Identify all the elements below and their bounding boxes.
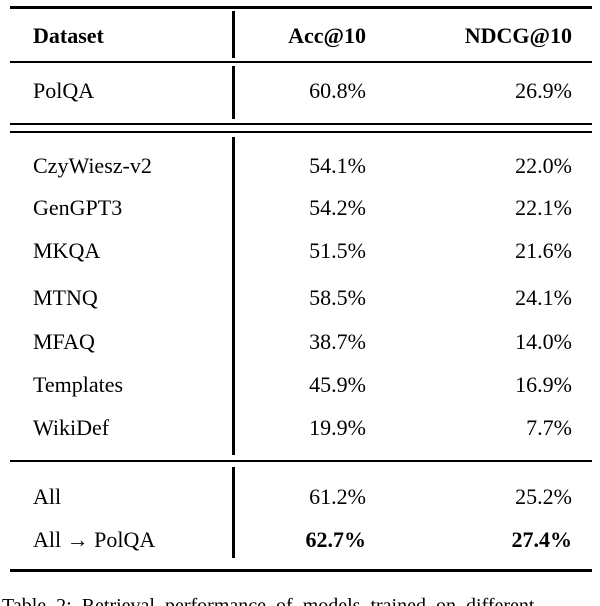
table-row: All 61.2% 25.2% bbox=[0, 481, 600, 513]
ndcg-value: 21.6% bbox=[515, 238, 572, 263]
bottom-rule bbox=[10, 569, 592, 572]
acc-value: 61.2% bbox=[309, 484, 366, 509]
table-row: MFAQ 38.7% 14.0% bbox=[0, 326, 600, 358]
ndcg-value: 24.1% bbox=[515, 285, 572, 310]
table-header-row: Dataset Acc@10 NDCG@10 bbox=[0, 20, 600, 52]
ndcg-value: 7.7% bbox=[526, 415, 572, 440]
ndcg-value: 27.4% bbox=[511, 527, 573, 552]
table-row: MKQA 51.5% 21.6% bbox=[0, 235, 600, 267]
dataset-name: All → PolQA bbox=[33, 527, 156, 552]
table-row: CzyWiesz-v2 54.1% 22.0% bbox=[0, 150, 600, 182]
acc-value: 60.8% bbox=[309, 78, 366, 103]
dataset-name: CzyWiesz-v2 bbox=[33, 153, 152, 178]
table-row: MTNQ 58.5% 24.1% bbox=[0, 282, 600, 314]
summary-rule bbox=[10, 460, 592, 462]
header-dataset: Dataset bbox=[33, 23, 104, 48]
ndcg-value: 14.0% bbox=[515, 329, 572, 354]
header-ndcg: NDCG@10 bbox=[464, 23, 572, 48]
table-row: WikiDef 19.9% 7.7% bbox=[0, 412, 600, 444]
ndcg-value: 16.9% bbox=[515, 372, 572, 397]
table-row: Templates 45.9% 16.9% bbox=[0, 369, 600, 401]
dataset-name: GenGPT3 bbox=[33, 195, 123, 220]
dataset-name: MTNQ bbox=[33, 285, 98, 310]
table-row: GenGPT3 54.2% 22.1% bbox=[0, 192, 600, 224]
acc-value: 54.2% bbox=[309, 195, 366, 220]
top-rule bbox=[10, 6, 592, 9]
table-caption: Table 2: Retrieval performance of models… bbox=[2, 595, 535, 606]
acc-value: 54.1% bbox=[309, 153, 366, 178]
ndcg-value: 22.0% bbox=[515, 153, 572, 178]
column-separator-header bbox=[232, 11, 235, 58]
column-separator-body bbox=[232, 137, 235, 455]
double-rule-upper bbox=[10, 123, 592, 125]
ndcg-value: 26.9% bbox=[515, 78, 572, 103]
ndcg-value: 22.1% bbox=[515, 195, 572, 220]
acc-value: 19.9% bbox=[309, 415, 366, 440]
dataset-name: Templates bbox=[33, 372, 124, 397]
header-rule bbox=[10, 61, 592, 63]
column-separator-summary bbox=[232, 467, 235, 558]
acc-value: 62.7% bbox=[305, 527, 367, 552]
table-row: PolQA 60.8% 26.9% bbox=[0, 75, 600, 107]
double-rule-lower bbox=[10, 131, 592, 133]
acc-value: 38.7% bbox=[309, 329, 366, 354]
column-separator-baseline bbox=[232, 66, 235, 119]
dataset-name: MKQA bbox=[33, 238, 101, 263]
ndcg-value: 25.2% bbox=[515, 484, 572, 509]
header-acc: Acc@10 bbox=[288, 23, 366, 48]
table-row: All → PolQA 62.7% 27.4% bbox=[0, 524, 600, 556]
acc-value: 58.5% bbox=[309, 285, 366, 310]
dataset-name: MFAQ bbox=[33, 329, 95, 354]
dataset-name: PolQA bbox=[33, 78, 95, 103]
acc-value: 51.5% bbox=[309, 238, 366, 263]
dataset-name: WikiDef bbox=[33, 415, 110, 440]
dataset-name: All bbox=[33, 484, 62, 509]
acc-value: 45.9% bbox=[309, 372, 366, 397]
